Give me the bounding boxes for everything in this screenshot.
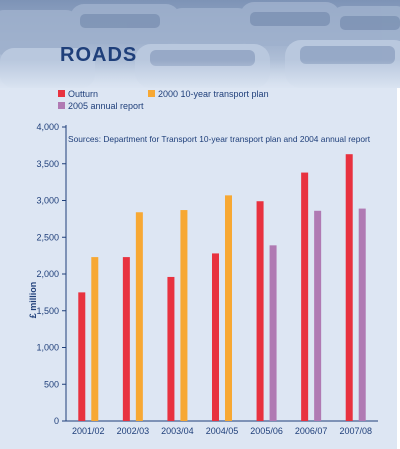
- x-tick-label: 2003/04: [161, 426, 194, 436]
- bar-outturn: [212, 253, 219, 421]
- bar-2005-annual-report: [269, 245, 277, 421]
- page-title: ROADS: [60, 44, 138, 66]
- x-tick-label: 2004/05: [206, 426, 239, 436]
- x-tick-label: 2005/06: [250, 426, 283, 436]
- legend: Outturn 2000 10-year transport plan 2005 a…: [58, 89, 269, 111]
- header-banner: ROADS: [0, 0, 400, 88]
- bars: [78, 154, 366, 421]
- bar-2000-10-year-transport-plan: [225, 195, 232, 421]
- y-axis-label: £ million: [28, 282, 38, 319]
- x-tick-label: 2001/02: [72, 426, 105, 436]
- y-tick-label: 0: [54, 416, 59, 426]
- bar-2000-10-year-transport-plan: [180, 210, 188, 421]
- y-tick-label: 1,000: [36, 343, 59, 353]
- bar-2000-10-year-transport-plan: [91, 257, 99, 421]
- y-axis: 0 500 1,000 1,500 2,000 2,500 3,000 3,500 4,000: [36, 122, 67, 426]
- y-tick-label: 4,000: [36, 122, 59, 132]
- x-tick-label: 2006/07: [295, 426, 328, 436]
- x-tick-label: 2007/08: [339, 426, 372, 436]
- y-tick-label: 2,000: [36, 269, 59, 279]
- bar-outturn: [78, 292, 86, 421]
- y-tick-label: 500: [44, 379, 59, 389]
- legend-label: Outturn: [68, 89, 98, 99]
- legend-swatch: [58, 102, 65, 109]
- chart-source-note: Sources: Department for Transport 10-yea…: [68, 134, 371, 144]
- traffic-photo-image: [0, 0, 400, 88]
- bar-outturn: [345, 154, 353, 421]
- y-tick-label: 3,500: [36, 159, 59, 169]
- legend-swatch: [58, 90, 65, 97]
- bar-outturn: [122, 257, 130, 421]
- y-tick-label: 2,500: [36, 232, 59, 242]
- y-tick-label: 1,500: [36, 306, 59, 316]
- x-tick-label: 2002/03: [117, 426, 150, 436]
- bar-2005-annual-report: [358, 208, 366, 421]
- x-axis: 2001/02 2002/03 2003/04 2004/05 2005/06 2006/…: [66, 420, 378, 436]
- legend-swatch: [148, 90, 155, 97]
- bar-outturn: [301, 172, 309, 421]
- bar-2005-annual-report: [314, 210, 322, 421]
- bar-2000-10-year-transport-plan: [135, 212, 143, 421]
- y-tick-label: 3,000: [36, 196, 59, 206]
- bar-outturn: [256, 201, 264, 421]
- legend-label: 2005 annual report: [68, 101, 144, 111]
- legend-label: 2000 10-year transport plan: [158, 89, 269, 99]
- bar-outturn: [167, 276, 175, 421]
